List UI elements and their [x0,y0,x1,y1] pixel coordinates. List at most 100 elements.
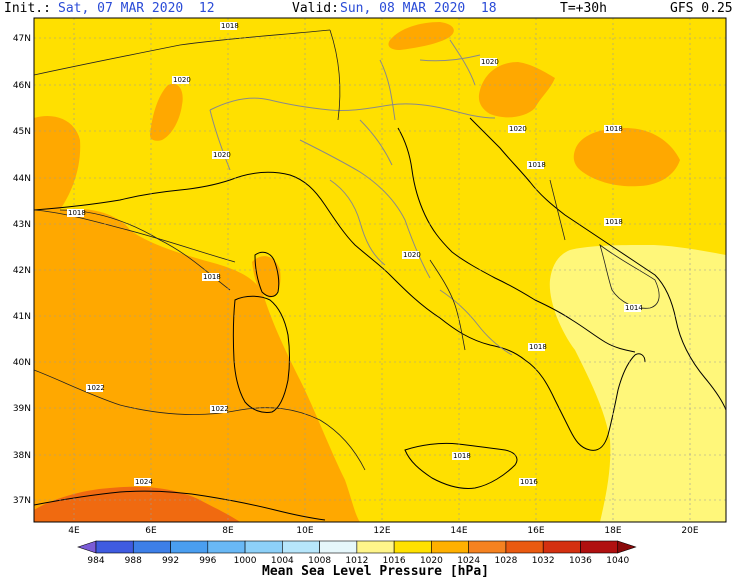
zone-1020-1024-west [34,116,360,522]
legend-value: 1016 [383,556,406,566]
lat-label: 41N [13,312,31,322]
legend-arrow-left [77,540,97,554]
lon-label: 6E [145,526,157,536]
zone-1020-alps [150,83,183,141]
legend-swatch [505,540,544,554]
contour-label-bg [172,76,189,84]
contour-label-bg [212,151,229,159]
legend-value: 992 [162,556,179,566]
lon-label: 10E [296,526,313,536]
contour-label: 1018 [453,452,471,460]
legend-value: 1028 [494,556,517,566]
zone-1020-sardinia [252,256,281,298]
contour-label: 1018 [68,209,86,217]
legend-value: 1000 [234,556,257,566]
contour-label-bg [480,58,497,66]
contour-label-bg [452,452,469,460]
map-frame [33,17,727,523]
lat-label: 39N [13,404,31,414]
lat-label: 40N [13,358,31,368]
lat-label: 42N [13,266,31,276]
contour-label: 1022 [87,384,105,392]
legend-value: 1024 [457,556,480,566]
contour-label: 1018 [203,273,221,281]
header-bar: Init.: Sat, 07 MAR 2020 12 Valid: Sun, 0… [0,0,751,18]
lat-label: 38N [13,451,31,461]
lat-label: 47N [13,34,31,44]
legend-value: 1040 [606,556,629,566]
legend-swatch [468,540,507,554]
lat-label: 46N [13,81,31,91]
legend-swatch [580,540,619,554]
lat-label: 45N [13,127,31,137]
contour-label: 1020 [481,58,499,66]
legend-value: 984 [87,556,104,566]
contour-label: 1020 [213,151,231,159]
contour-label-bg [202,273,219,281]
contour-label-bg [624,304,641,312]
valid-label: Valid: [292,1,339,16]
contour-label-bg [67,209,84,217]
contour-label: 1018 [529,343,547,351]
zone-1024-1028 [34,486,240,522]
contour-label: 1020 [403,251,421,259]
contour-label: 1018 [605,218,623,226]
legend-value: 1012 [345,556,368,566]
zone-1020-north [388,22,454,50]
lat-label: 44N [13,174,31,184]
legend-arrow-right [617,540,637,554]
contour-label: 1024 [135,478,153,486]
init-value: Sat, 07 MAR 2020 12 [58,1,215,16]
lon-label: 20E [681,526,698,536]
legend-swatch [132,540,171,554]
lead-time: T=+30h [560,1,607,16]
contour-label: 1018 [528,161,546,169]
lat-label: 43N [13,220,31,230]
contour-label-bg [519,478,536,486]
contour-label-bg [210,405,227,413]
contour-label-bg [604,125,621,133]
legend-value: 1020 [420,556,443,566]
legend-value: 988 [125,556,142,566]
longitude-labels: 4E 6E 8E 10E 12E 14E 16E 18E 20E [68,526,699,536]
legend-colorbar [77,540,637,554]
contour-label-bg [86,384,103,392]
contour-label-bg [528,343,545,351]
contour-label-bg [527,161,544,169]
contour-label-bg [134,478,151,486]
legend-swatch [393,540,432,554]
zone-1012-1016 [549,245,726,522]
lon-label: 18E [604,526,621,536]
lon-label: 14E [450,526,467,536]
contour-label: 1020 [509,125,527,133]
legend-title: Mean Sea Level Pressure [hPa] [262,564,489,579]
contour-label: 1014 [625,304,643,312]
legend-swatch [431,540,469,554]
contour-label-bg [604,218,621,226]
legend-swatch [356,540,395,554]
model-name: GFS 0.25 [670,1,733,16]
contour-label-bg [508,125,525,133]
legend-value: 1036 [569,556,592,566]
legend-value: 1008 [308,556,331,566]
contour-labels: 1018 1020 1020 1020 1020 1018 1018 1018 1020 1018… [67,22,643,486]
legend-swatch [95,540,134,554]
lon-label: 16E [527,526,544,536]
legend-swatch [282,540,320,554]
latitude-labels: 47N 46N 45N 44N 43N 42N 41N 40N 39N 38N 37N [13,34,31,506]
valid-value: Sun, 08 MAR 2020 18 [340,1,497,16]
contour-label-bg [402,251,419,259]
zone-1020-balkans [573,128,680,187]
contour-label: 1022 [211,405,229,413]
legend-swatch [319,540,358,554]
lat-label: 37N [13,496,31,506]
legend-value: 1004 [271,556,294,566]
legend-swatch [542,540,581,554]
legend-value: 1032 [532,556,555,566]
lon-label: 4E [68,526,80,536]
init-label: Init.: [4,1,51,16]
contour-label: 1020 [173,76,191,84]
legend-value: 996 [199,556,216,566]
legend-swatch [207,540,246,554]
